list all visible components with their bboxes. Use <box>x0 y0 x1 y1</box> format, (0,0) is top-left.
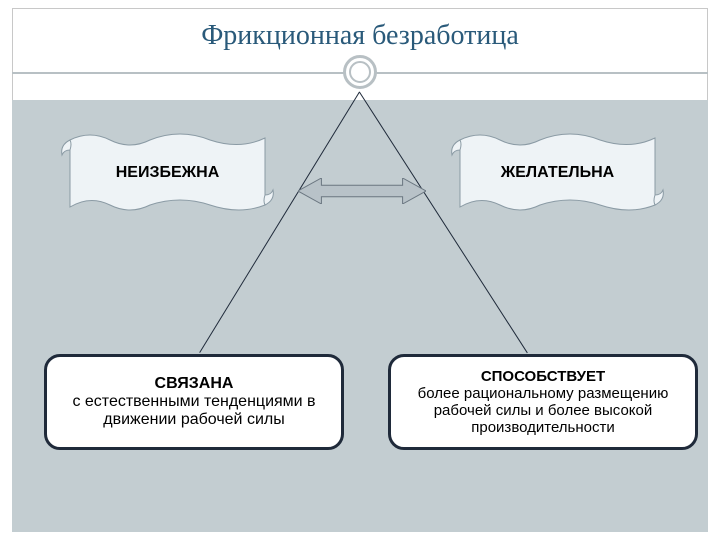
banner-left: НЕИЗБЕЖНА <box>50 120 285 230</box>
info-box-left-heading: СВЯЗАНА <box>55 375 333 393</box>
info-box-right: СПОСОБСТВУЕТ более рациональному размеще… <box>388 354 698 450</box>
slide-title: Фрикционная безработица <box>0 20 720 52</box>
banner-right: ЖЕЛАТЕЛЬНА <box>440 120 675 230</box>
banner-right-label: ЖЕЛАТЕЛЬНА <box>440 164 675 182</box>
info-box-right-heading: СПОСОБСТВУЕТ <box>399 368 687 385</box>
info-box-right-text: более рациональному размещению рабочей с… <box>399 385 687 436</box>
info-box-left: СВЯЗАНА с естественными тенденциями в дв… <box>44 354 344 450</box>
banner-left-label: НЕИЗБЕЖНА <box>50 164 285 182</box>
divider-ornament-inner-icon <box>349 61 371 83</box>
info-box-left-text: с естественными тенденциями в движении р… <box>55 393 333 429</box>
title-text: Фрикционная безработица <box>201 20 519 51</box>
double-arrow-icon <box>298 178 426 204</box>
